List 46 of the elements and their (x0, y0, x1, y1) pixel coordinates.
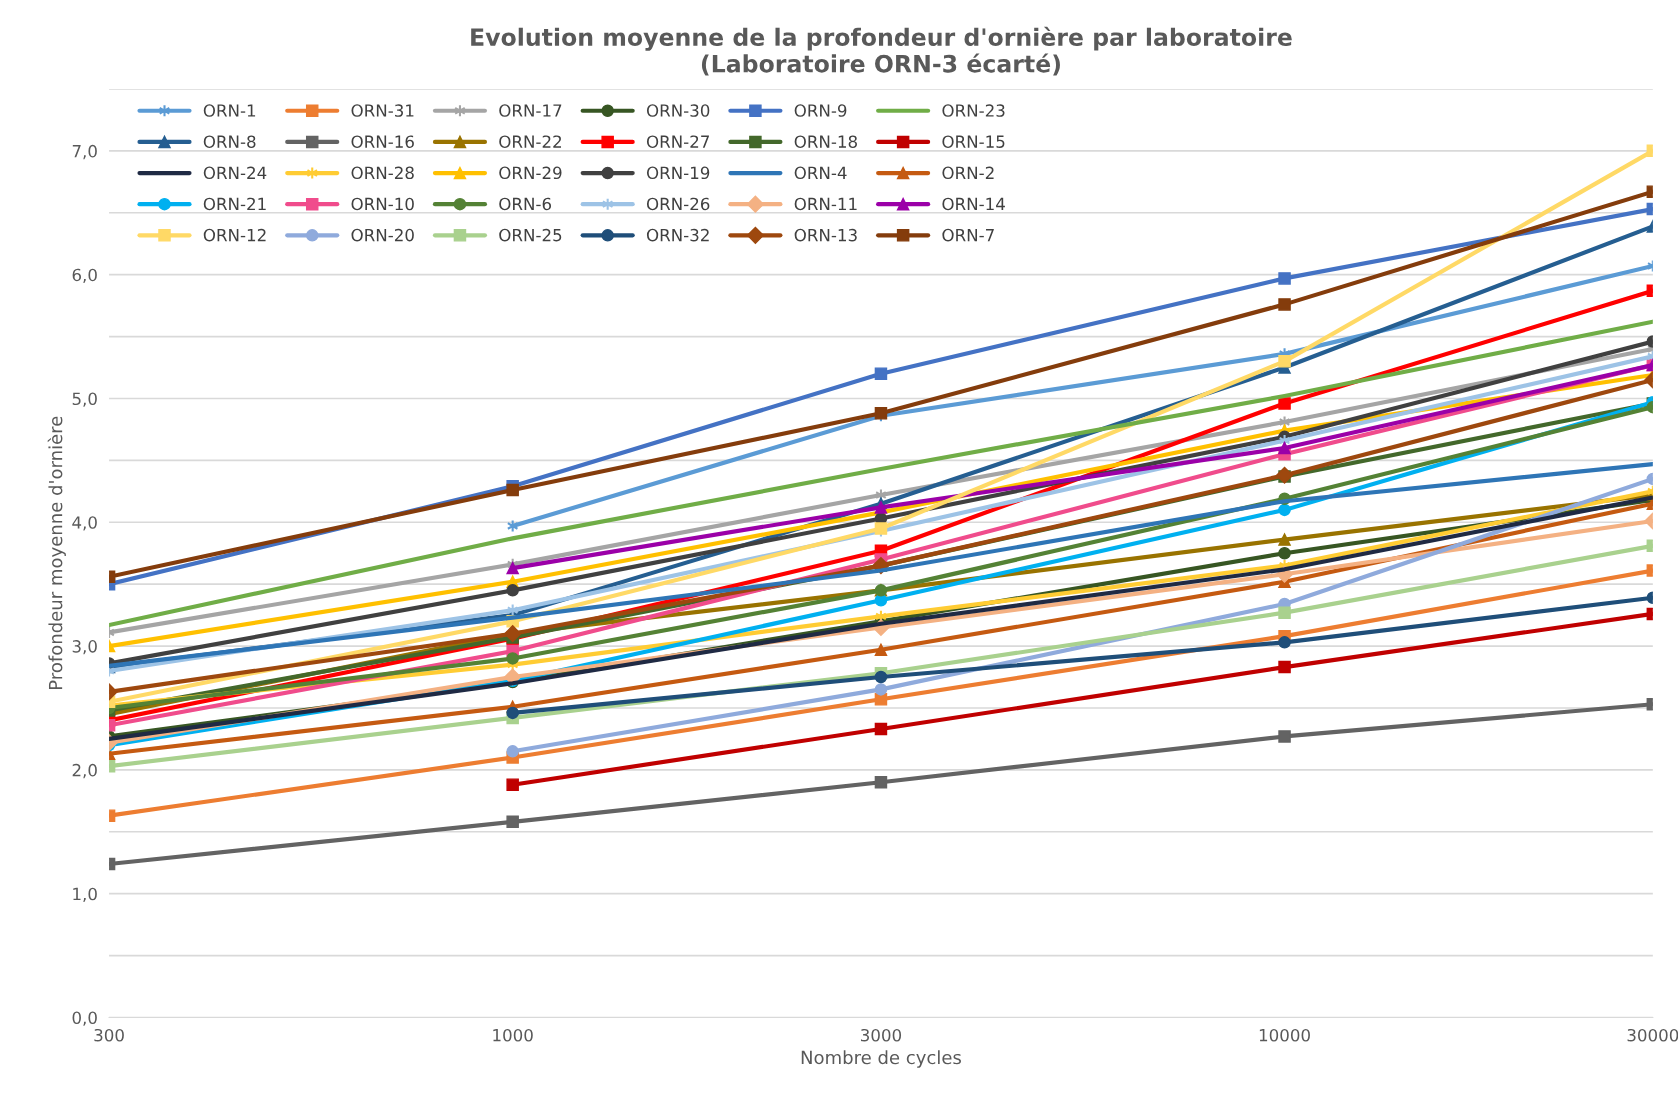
legend-label: ORN-29 (499, 166, 562, 180)
legend-label: ORN-2 (942, 166, 994, 180)
legend-label: ORN-14 (942, 197, 1005, 211)
x-tick-label: 300 (94, 1028, 124, 1042)
legend-label: ORN-10 (351, 197, 414, 211)
legend-label: ORN-1 (203, 104, 256, 117)
y-tick-label: 3,0 (72, 640, 97, 655)
y-tick-label: 4,0 (72, 516, 97, 531)
y-tick-label: 7,0 (72, 144, 97, 160)
y-tick-label: 6,0 (72, 268, 97, 283)
legend-label: ORN-6 (499, 197, 552, 211)
legend-label: ORN-7 (942, 228, 994, 242)
legend-label: ORN-15 (942, 135, 1005, 148)
y-tick-label: 0,0 (72, 1011, 97, 1026)
legend-label: ORN-26 (646, 197, 710, 211)
legend-label: ORN-24 (203, 166, 267, 180)
legend-label: ORN-32 (646, 228, 709, 242)
y-axis-title: Profondeur moyenne d'ornière (47, 416, 66, 689)
legend-label: ORN-9 (794, 104, 847, 117)
chart-title: Evolution moyenne de la profondeur d'ornière par laboratoire (Laboratoire ORN-3 écarté) (471, 26, 1292, 76)
legend-label: ORN-19 (646, 166, 710, 180)
legend-label: ORN-16 (351, 135, 414, 148)
y-tick-label: 2,0 (72, 763, 97, 779)
legend-label: ORN-11 (794, 197, 857, 211)
legend-label: ORN-4 (794, 166, 847, 180)
legend-label: ORN-27 (646, 135, 709, 148)
legend-label: ORN-22 (499, 135, 562, 148)
x-tick-label: 3000 (861, 1028, 902, 1042)
x-tick-label: 30000 (1627, 1028, 1678, 1042)
legend-label: ORN-28 (351, 166, 414, 180)
legend-label: ORN-17 (499, 104, 562, 117)
x-tick-label: 1000 (493, 1028, 533, 1042)
legend-label: ORN-8 (203, 135, 256, 148)
legend-label: ORN-21 (203, 197, 266, 211)
legend-label: ORN-25 (499, 228, 562, 242)
legend-label: ORN-23 (942, 104, 1005, 117)
legend-label: ORN-30 (646, 104, 710, 117)
legend-label: ORN-13 (794, 228, 857, 242)
legend-label: ORN-18 (794, 135, 857, 148)
legend-label: ORN-12 (203, 228, 266, 242)
y-tick-label: 5,0 (72, 392, 97, 407)
y-tick-label: 1,0 (73, 887, 97, 902)
x-axis-title: Nombre de cycles (801, 1050, 961, 1068)
legend-label: ORN-20 (351, 228, 414, 242)
x-tick-label: 10000 (1259, 1028, 1310, 1042)
legend-label: ORN-31 (351, 104, 414, 117)
